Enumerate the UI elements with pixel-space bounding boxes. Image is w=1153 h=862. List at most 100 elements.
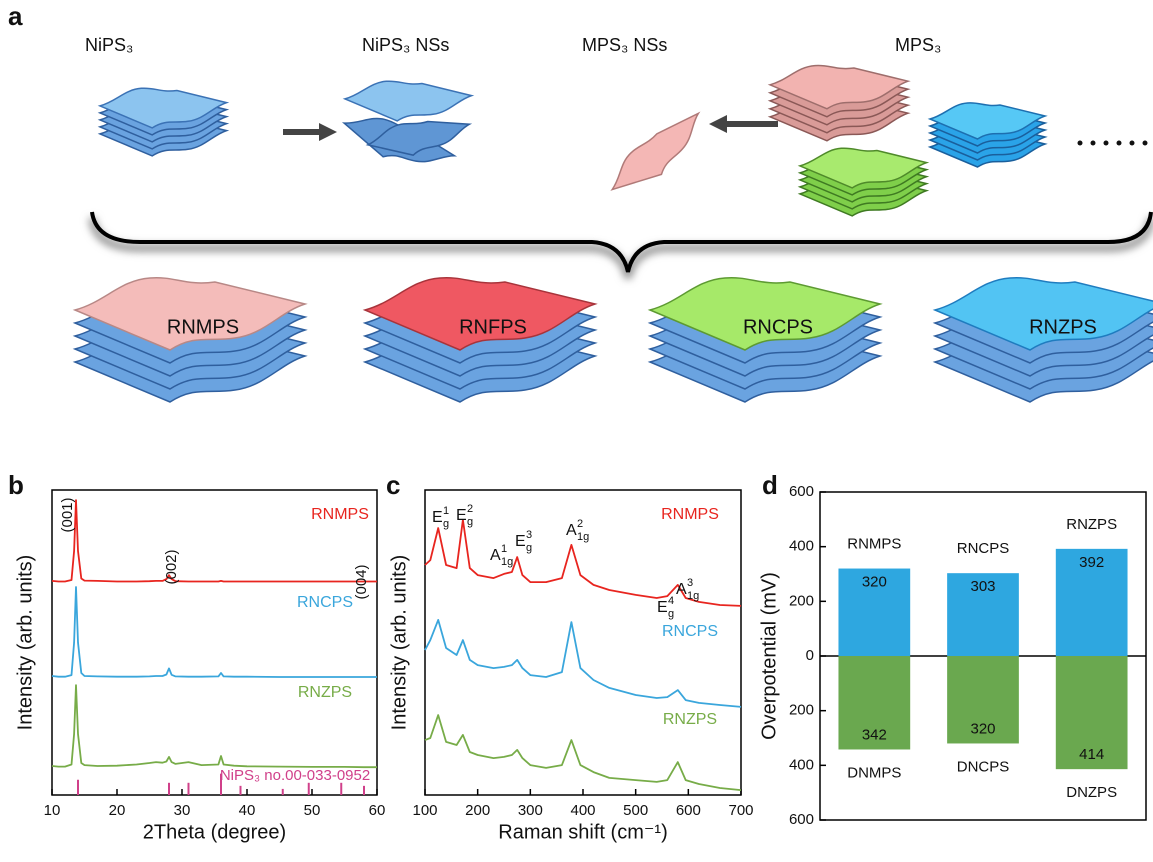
value-label: 320 (970, 720, 995, 737)
panel-letter: b (8, 470, 24, 500)
y-tick-label: 600 (789, 483, 814, 500)
product-label: RNFPS (459, 316, 527, 338)
product-label: RNMPS (167, 316, 239, 338)
x-axis-label: Raman shift (cm⁻¹) (498, 821, 667, 843)
stage-label: MPS₃ (895, 35, 941, 55)
peak-label-sup: 1 (443, 505, 449, 517)
value-label: 320 (862, 574, 887, 591)
peak-label-sup: 2 (467, 503, 473, 515)
y-tick-label: 0 (806, 647, 814, 664)
series-label: RNCPS (662, 623, 718, 640)
product-label: RNCPS (743, 316, 813, 338)
sheet (344, 80, 473, 122)
x-tick-label: 100 (412, 802, 437, 819)
brace-shadow (88, 217, 1153, 280)
y-tick-label: 200 (789, 702, 814, 719)
stage-label: NiPS₃ NSs (362, 35, 449, 55)
value-label: 303 (970, 578, 995, 595)
spectrum-line (51, 499, 377, 583)
y-tick-label: 600 (789, 811, 814, 828)
bar-category: DNZPS (1066, 784, 1117, 801)
x-tick-label: 10 (44, 802, 61, 819)
peak-label-sup: 2 (577, 518, 583, 530)
dots (1077, 140, 1148, 146)
x-tick-label: 40 (239, 802, 256, 819)
y-tick-label: 400 (789, 538, 814, 555)
peak-label: (001) (59, 497, 76, 532)
brace (90, 211, 1153, 273)
peak-label-sup: 3 (526, 529, 532, 541)
series-label: RNCPS (297, 594, 353, 611)
plot-frame (51, 489, 378, 796)
x-tick-label: 300 (518, 802, 543, 819)
bar (838, 656, 911, 750)
bar-category: RNCPS (957, 540, 1010, 557)
spectrum-line (51, 684, 377, 769)
x-tick-label: 200 (465, 802, 490, 819)
peak-label: A (676, 581, 687, 598)
peak-label-sub: 1g (577, 531, 589, 543)
value-label: 342 (862, 726, 887, 743)
peak-label: E (456, 507, 467, 524)
series-label: RNZPS (663, 711, 717, 728)
reference-label: NiPS₃ no.00-033-0952 (220, 767, 370, 784)
peak-label: E (515, 533, 526, 550)
peak-label-sub: g (668, 608, 674, 620)
peak-label: A (566, 522, 577, 539)
sheets (74, 64, 1153, 403)
y-tick-label: 400 (789, 756, 814, 773)
panel-a: a NiPS₃ NiPS₃ NSs MPS₃ NSs MPS₃ RNMPS RNF… (8, 1, 1153, 403)
spectrum-line (424, 519, 742, 607)
x-tick-label: 700 (728, 802, 753, 819)
x-tick-label: 20 (109, 802, 126, 819)
panel-letter: c (386, 470, 400, 500)
peak-label: E (432, 509, 443, 526)
peak-label-sup: 1 (501, 543, 507, 555)
peak-label: E (657, 599, 668, 616)
y-axis-label: Overpotential (mV) (758, 572, 780, 740)
sheet (601, 102, 714, 206)
bar-category: DNCPS (957, 758, 1010, 775)
spectrum-line (424, 619, 742, 708)
panel-letter: d (762, 470, 778, 500)
value-label: 392 (1079, 554, 1104, 571)
peak-label-sub: 1g (687, 590, 699, 602)
bar (838, 568, 911, 656)
series-label: RNMPS (311, 506, 369, 523)
bar (1055, 548, 1128, 656)
x-tick-label: 600 (676, 802, 701, 819)
peak-label: (004) (353, 564, 370, 599)
bar (1055, 656, 1128, 770)
bar-category: RNMPS (847, 536, 901, 553)
peak-label-sub: g (526, 542, 532, 554)
panel-letter: a (8, 1, 23, 31)
x-axis-label: 2Theta (degree) (143, 821, 286, 843)
peak-label-sup: 3 (687, 577, 693, 589)
value-label: 414 (1079, 746, 1104, 763)
x-tick-label: 50 (304, 802, 321, 819)
y-axis-label: Intensity (arb. units) (388, 555, 410, 731)
bar (947, 656, 1019, 744)
stage-label: NiPS₃ (85, 35, 133, 55)
peak-label-sub: g (443, 518, 449, 530)
peak-label-sup: 4 (668, 595, 674, 607)
spectrum-line (424, 714, 742, 791)
bar-category: RNZPS (1066, 516, 1117, 533)
bar (947, 573, 1019, 656)
y-axis-label: Intensity (arb. units) (14, 555, 36, 731)
series-label: RNMPS (661, 506, 719, 523)
peak-label: (002) (163, 549, 180, 584)
peak-label: A (490, 547, 501, 564)
series-label: RNZPS (298, 684, 352, 701)
peak-label-sub: 1g (501, 556, 513, 568)
y-tick-label: 200 (789, 592, 814, 609)
peak-label-sub: g (467, 516, 473, 528)
x-tick-label: 400 (570, 802, 595, 819)
spectrum-line (51, 586, 377, 678)
product-label: RNZPS (1029, 316, 1097, 338)
product-labels: RNMPS RNFPS RNCPS RNZPS (167, 316, 1097, 338)
x-tick-label: 60 (369, 802, 386, 819)
x-tick-label: 30 (174, 802, 191, 819)
